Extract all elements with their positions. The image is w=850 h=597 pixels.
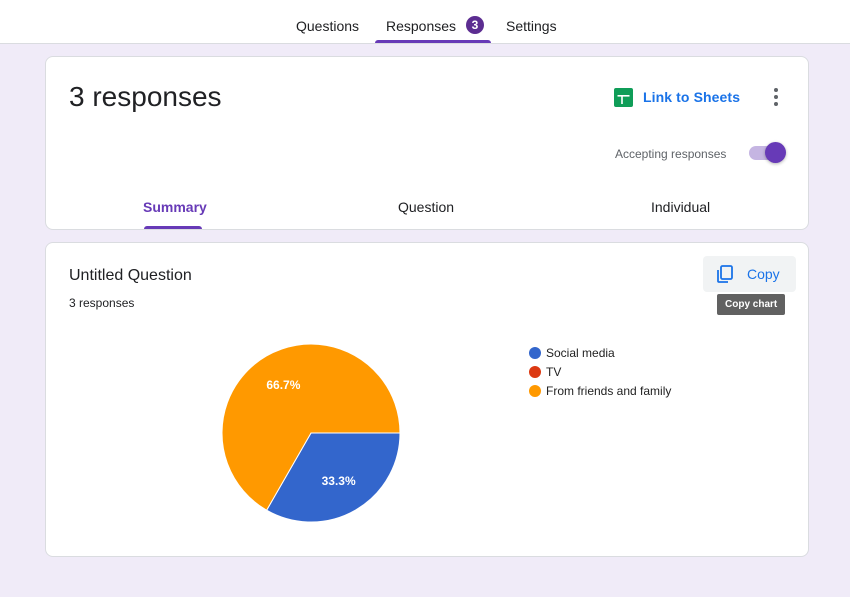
copy-chart-button[interactable]: Copy	[703, 256, 796, 292]
question-response-count: 3 responses	[69, 296, 135, 310]
tab-questions[interactable]: Questions	[296, 18, 360, 34]
link-to-sheets-label: Link to Sheets	[643, 89, 741, 105]
active-subtab-indicator	[144, 226, 202, 229]
sheets-icon	[614, 87, 633, 107]
pie-slice-from-friends-and-family	[221, 343, 401, 511]
copy-icon	[717, 265, 733, 283]
accepting-responses-label: Accepting responses	[615, 147, 727, 161]
top-navigation: Questions Responses 3 Settings	[0, 0, 850, 44]
legend-label: TV	[546, 364, 562, 379]
tab-settings[interactable]: Settings	[506, 18, 557, 34]
pie-slice-social-media	[265, 432, 401, 523]
toggle-knob	[765, 142, 786, 163]
chart-legend: Social media TV From friends and family	[529, 343, 671, 400]
copy-label: Copy	[747, 266, 780, 282]
subtab-question[interactable]: Question	[398, 199, 455, 215]
question-title: Untitled Question	[69, 267, 192, 284]
question-summary-card: Untitled Question 3 responses Copy Copy …	[45, 242, 809, 557]
legend-swatch	[529, 365, 541, 378]
responses-header-card: 3 responses Link to Sheets Accepting res…	[45, 56, 809, 230]
subtab-summary[interactable]: Summary	[143, 199, 207, 215]
link-to-sheets-button[interactable]: Link to Sheets	[614, 87, 740, 107]
active-tab-indicator	[375, 40, 491, 43]
copy-chart-tooltip: Copy chart	[717, 294, 786, 315]
accepting-responses-toggle[interactable]	[747, 141, 787, 163]
page-title: 3 responses	[69, 81, 222, 112]
pie-slice-label: 33.3%	[322, 474, 356, 488]
pie-slice-label: 66.7%	[266, 378, 300, 392]
tab-responses[interactable]: Responses	[386, 18, 457, 34]
legend-item: Social media	[529, 343, 671, 362]
responses-count-badge: 3	[466, 16, 484, 34]
pie-chart: 33.3% 66.7%	[221, 343, 401, 523]
legend-swatch	[529, 346, 541, 359]
legend-item: TV	[529, 362, 671, 381]
legend-swatch	[529, 384, 541, 397]
legend-item: From friends and family	[529, 381, 671, 400]
legend-label: From friends and family	[546, 383, 672, 398]
legend-label: Social media	[546, 345, 615, 360]
subtab-individual[interactable]: Individual	[651, 199, 711, 215]
more-options-icon[interactable]	[766, 85, 786, 109]
